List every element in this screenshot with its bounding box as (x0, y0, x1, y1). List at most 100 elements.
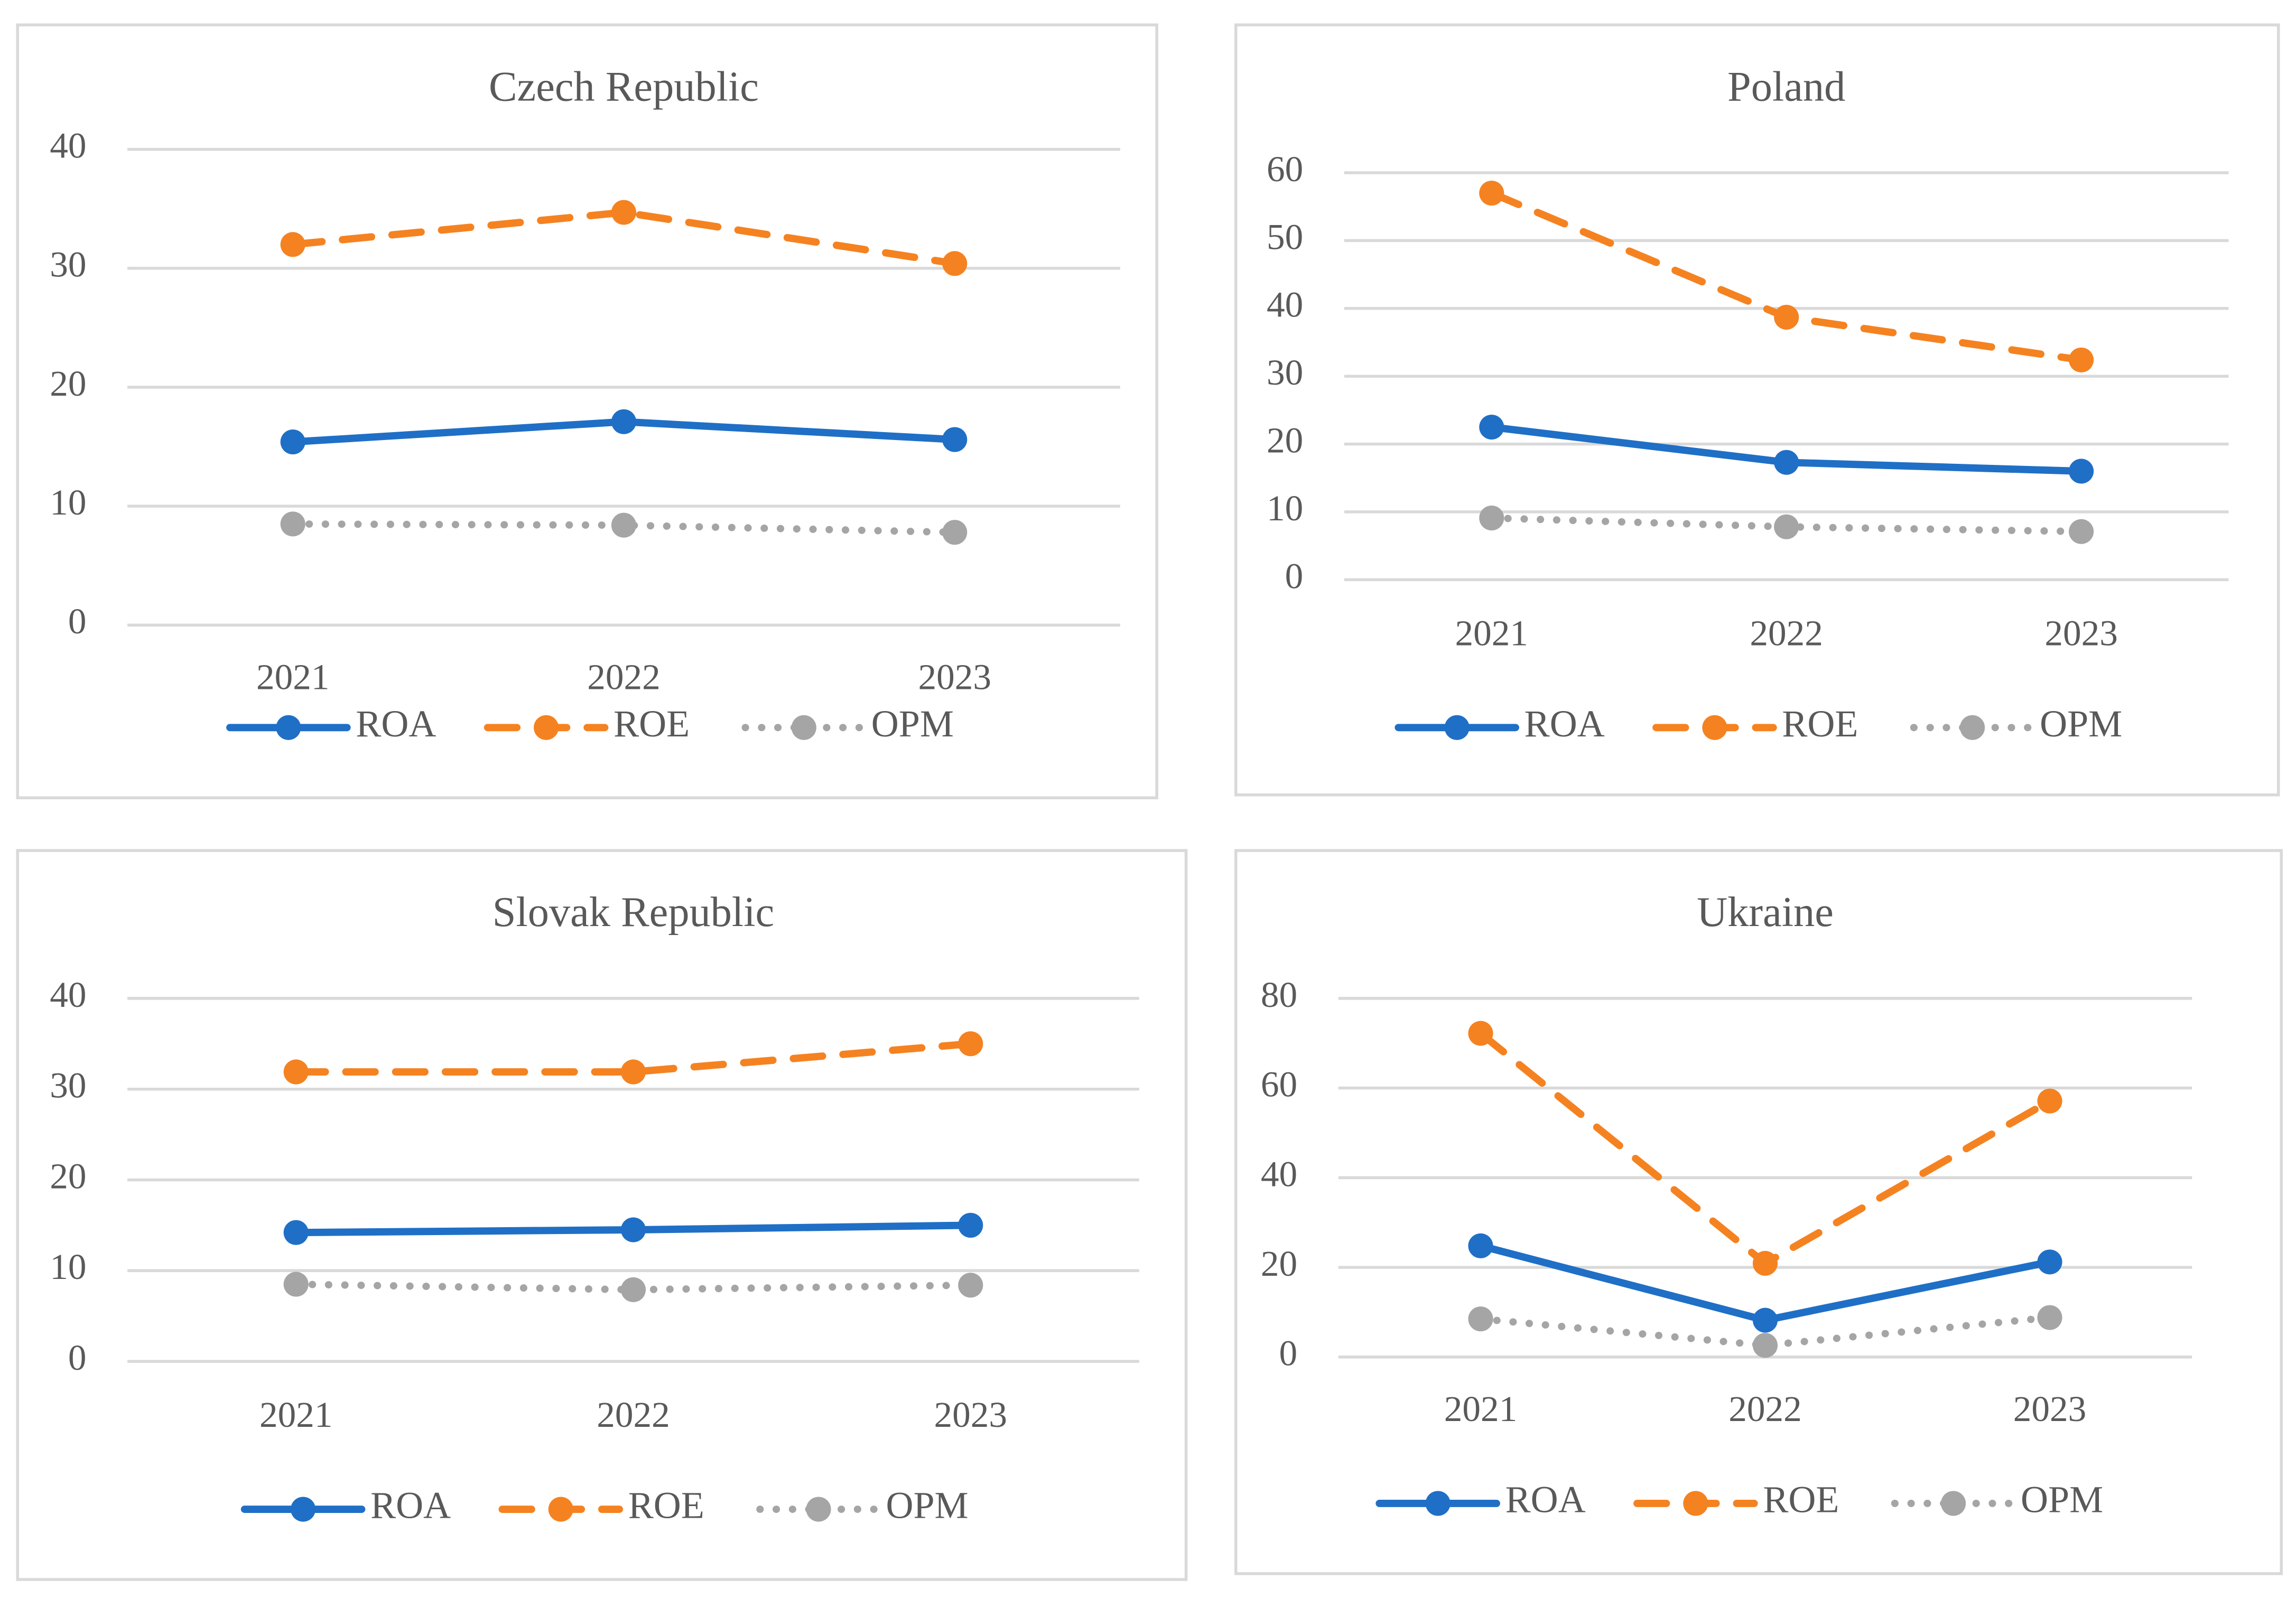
y-tick-label: 0 (1285, 555, 1304, 596)
point (958, 1212, 983, 1238)
point (283, 1059, 309, 1085)
point (1752, 1333, 1778, 1358)
y-tick-label: 60 (1261, 1064, 1297, 1105)
point (2037, 1088, 2062, 1114)
chart-panel: Slovak Republic 0 10 20 30 40 2021 2022 2023 ROA R… (16, 849, 1188, 1581)
legend-label: OPM (2040, 703, 2122, 745)
point (620, 1059, 646, 1085)
x-tick-label: 2021 (256, 656, 330, 697)
point (1479, 506, 1504, 531)
chart-title: Poland (1727, 63, 1845, 110)
panel-border (1234, 849, 2283, 1575)
point (958, 1031, 983, 1057)
legend-marker (276, 715, 301, 740)
y-tick-label: 30 (50, 1065, 86, 1106)
y-tick-label: 20 (1261, 1243, 1297, 1284)
panel-border (16, 849, 1188, 1581)
series-line (292, 1281, 974, 1294)
point (283, 1220, 309, 1245)
chart-title: Ukraine (1697, 889, 1834, 936)
x-tick-label: 2021 (259, 1394, 333, 1435)
legend-marker (1425, 1491, 1451, 1516)
point (620, 1217, 646, 1242)
legend-label: OPM (2021, 1478, 2103, 1520)
point (280, 511, 305, 537)
legend-marker (1683, 1491, 1708, 1516)
point (620, 1277, 646, 1302)
point (1468, 1306, 1493, 1332)
y-tick-label: 0 (1279, 1333, 1298, 1373)
y-tick-label: 40 (1267, 284, 1303, 325)
y-tick-label: 40 (50, 974, 86, 1015)
legend-label: ROE (1763, 1478, 1839, 1520)
legend-label: ROE (1782, 703, 1858, 745)
x-tick-label: 2022 (1750, 612, 1823, 653)
y-tick-label: 20 (50, 1155, 86, 1196)
point (611, 200, 637, 225)
y-tick-label: 50 (1267, 216, 1303, 257)
point (1468, 1233, 1493, 1258)
x-tick-label: 2023 (918, 656, 991, 697)
point (1752, 1250, 1778, 1276)
point (2069, 519, 2094, 544)
legend-marker (1941, 1491, 1966, 1516)
y-tick-label: 40 (1261, 1153, 1297, 1194)
x-tick-label: 2023 (934, 1394, 1007, 1435)
legend-marker (291, 1497, 316, 1522)
point (280, 232, 305, 257)
chart-panel: Czech Republic 0 10 20 30 40 2021 2022 2023 ROA RO… (16, 23, 1158, 800)
point (611, 409, 637, 434)
y-tick-label: 20 (50, 363, 86, 404)
y-tick-label: 30 (50, 244, 86, 285)
legend-marker (534, 715, 559, 740)
y-tick-label: 10 (50, 482, 86, 522)
point (958, 1273, 983, 1298)
chart-title: Slovak Republic (492, 889, 774, 936)
x-tick-label: 2021 (1455, 612, 1529, 653)
x-tick-label: 2022 (1728, 1388, 1802, 1429)
y-tick-label: 40 (50, 125, 86, 166)
legend-marker (1444, 715, 1470, 740)
chart-panel: Poland 0 10 20 30 40 50 60 2021 2022 2023 ROA ROE OPM (1234, 23, 2280, 797)
legend-marker (1960, 715, 1985, 740)
legend-marker (791, 715, 816, 740)
legend-label: OPM (886, 1484, 968, 1527)
point (942, 251, 968, 276)
legend-label: ROA (1505, 1478, 1586, 1520)
legend-label: ROE (628, 1484, 704, 1527)
y-tick-label: 10 (50, 1246, 86, 1287)
point (1774, 304, 1799, 330)
legend-marker (806, 1497, 831, 1522)
y-tick-label: 10 (1267, 488, 1303, 528)
point (1774, 450, 1799, 475)
y-tick-label: 80 (1261, 974, 1297, 1015)
x-tick-label: 2022 (587, 656, 661, 697)
y-tick-label: 0 (68, 601, 87, 641)
y-tick-label: 30 (1267, 352, 1303, 393)
series-line (289, 520, 959, 536)
point (942, 427, 968, 452)
point (611, 512, 637, 538)
point (2069, 347, 2094, 372)
legend-label: ROE (613, 703, 690, 745)
point (283, 1272, 309, 1297)
point (2069, 459, 2094, 484)
point (2037, 1305, 2062, 1330)
point (942, 520, 968, 545)
point (1468, 1021, 1493, 1046)
chart-panel: Ukraine 0 20 40 60 80 2021 2022 2023 ROA ROE OPM (1234, 849, 2283, 1575)
legend-label: ROA (370, 1484, 451, 1527)
legend-label: ROA (356, 703, 436, 745)
x-tick-label: 2022 (597, 1394, 670, 1435)
point (1774, 514, 1799, 539)
legend-marker (548, 1497, 573, 1522)
legend-label: OPM (871, 703, 954, 745)
x-tick-label: 2023 (2044, 612, 2118, 653)
y-tick-label: 20 (1267, 420, 1303, 461)
point (280, 429, 305, 455)
series-line (1477, 1314, 2053, 1349)
point (1479, 414, 1504, 440)
legend-label: ROA (1525, 703, 1605, 745)
